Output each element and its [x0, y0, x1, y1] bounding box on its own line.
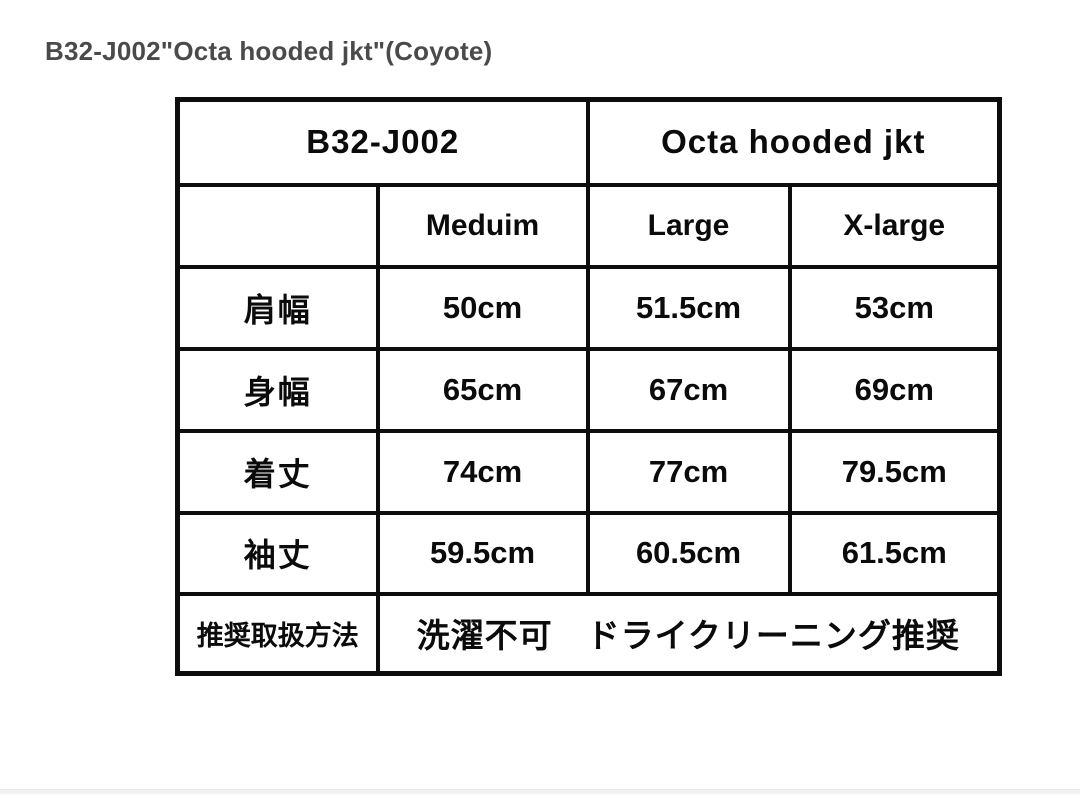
product-header-row: B32-J002 Octa hooded jkt — [175, 97, 1002, 187]
value-length-large: 77cm — [585, 428, 792, 515]
measurement-row-length: 着丈 74cm 77cm 79.5cm — [175, 428, 1002, 515]
measurement-row-shoulder-width: 肩幅 50cm 51.5cm 53cm — [175, 264, 1002, 351]
care-instructions-label: 推奨取扱方法 — [175, 591, 380, 676]
care-instructions-text: 洗濯不可 ドライクリーニング推奨 — [375, 591, 1002, 676]
product-code-cell: B32-J002 — [175, 97, 590, 187]
value-sleeve-xlarge: 61.5cm — [787, 510, 1002, 596]
value-length-medium: 74cm — [375, 428, 590, 515]
row-label-shoulder-width: 肩幅 — [175, 264, 380, 351]
value-body-medium: 65cm — [375, 346, 590, 433]
row-label-body-width: 身幅 — [175, 346, 380, 433]
measurement-row-sleeve-length: 袖丈 59.5cm 60.5cm 61.5cm — [175, 510, 1002, 596]
product-name-cell: Octa hooded jkt — [585, 97, 1002, 187]
value-length-xlarge: 79.5cm — [787, 428, 1002, 515]
empty-corner-cell — [175, 182, 380, 269]
value-shoulder-xlarge: 53cm — [787, 264, 1002, 351]
size-column-medium: Meduim — [375, 182, 590, 269]
page-bottom-divider — [0, 789, 1080, 794]
value-shoulder-large: 51.5cm — [585, 264, 792, 351]
value-body-xlarge: 69cm — [787, 346, 1002, 433]
size-column-xlarge: X-large — [787, 182, 1002, 269]
page-title: B32-J002"Octa hooded jkt"(Coyote) — [45, 36, 493, 66]
value-sleeve-medium: 59.5cm — [375, 510, 590, 596]
row-label-sleeve-length: 袖丈 — [175, 510, 380, 596]
row-label-length: 着丈 — [175, 428, 380, 515]
size-column-large: Large — [585, 182, 792, 269]
care-instructions-row: 推奨取扱方法 洗濯不可 ドライクリーニング推奨 — [175, 591, 1002, 676]
size-chart-table: B32-J002 Octa hooded jkt Meduim Large X-… — [175, 97, 1003, 676]
value-sleeve-large: 60.5cm — [585, 510, 792, 596]
measurement-row-body-width: 身幅 65cm 67cm 69cm — [175, 346, 1002, 433]
value-body-large: 67cm — [585, 346, 792, 433]
value-shoulder-medium: 50cm — [375, 264, 590, 351]
size-header-row: Meduim Large X-large — [175, 182, 1002, 269]
